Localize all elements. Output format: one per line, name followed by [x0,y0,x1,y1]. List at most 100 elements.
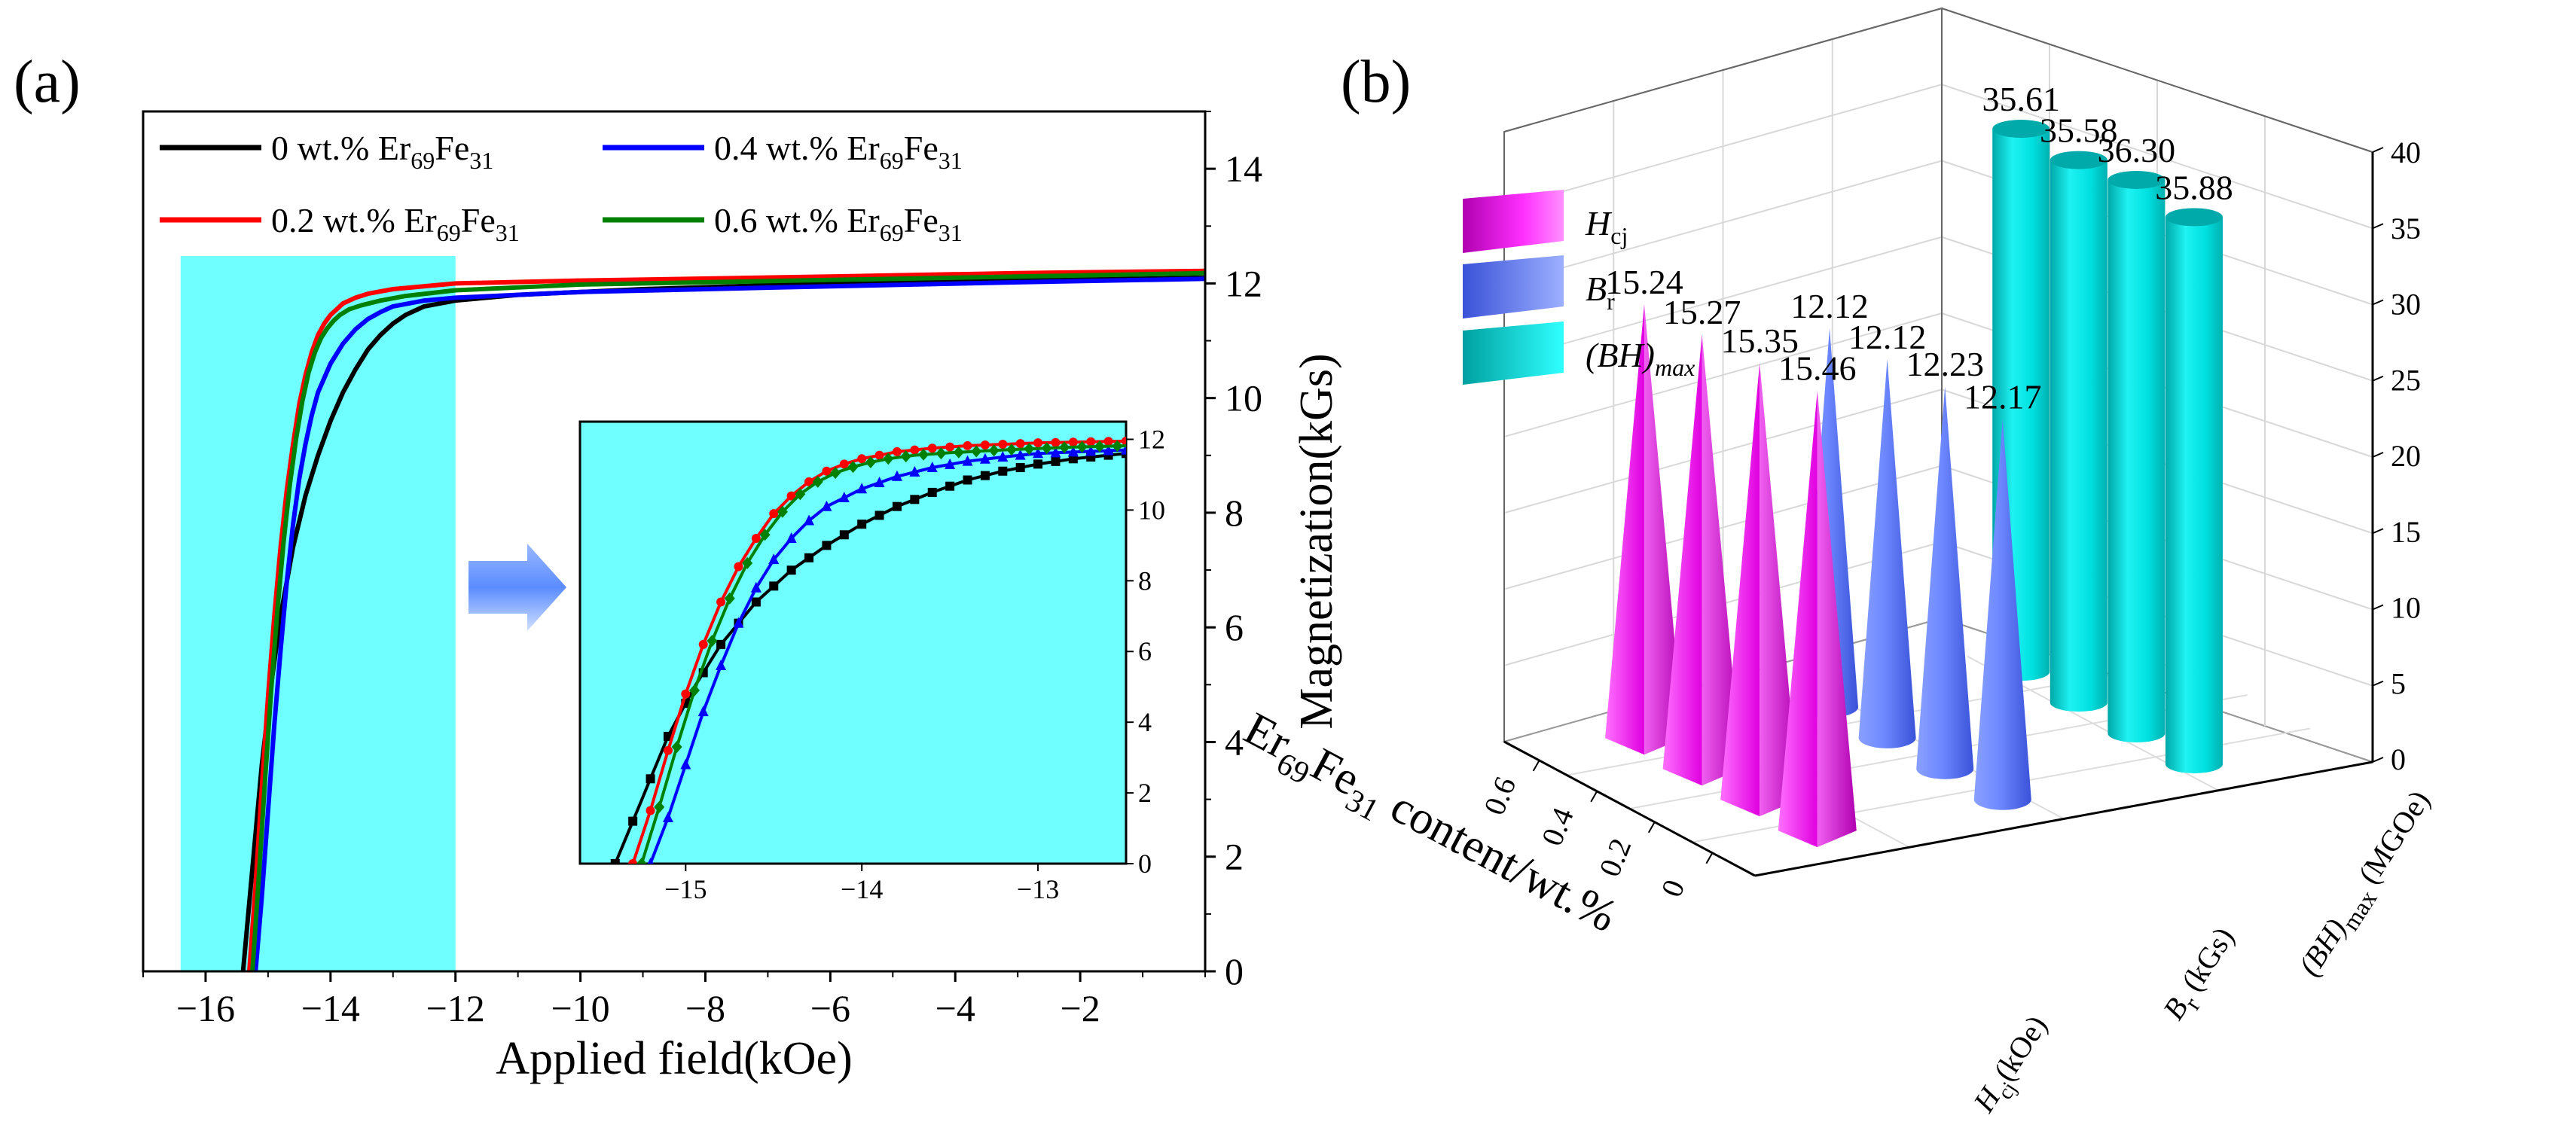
bhmax-cylinder-body [2107,179,2165,743]
z-tick-mark [2372,528,2384,535]
hcj-value-label: 15.27 [1663,293,1741,331]
depth-label-unit: (MGOe) [2347,785,2436,896]
legend-text-main: Fe [435,129,469,167]
plot-frame [142,110,1207,973]
inset-marker-triangle [1033,447,1044,459]
legend-subscript: 69 [411,147,435,174]
legend-text-main: Fe [461,201,496,239]
legend-subscript: 69 [437,219,461,246]
x-tick-label: −16 [176,987,235,1029]
inset-marker-diamond [777,505,788,518]
depth-axis-label-br: Br (kGs) [2156,921,2247,1029]
inset-marker-triangle [945,458,956,469]
curve-series-2 [253,276,1206,972]
inset-marker-diamond [918,448,929,461]
legend-subscript: 31 [939,147,963,174]
bhmax-cylinder-top [2165,208,2223,227]
inset-marker-diamond [883,453,894,465]
x-axis-label: Applied field(kOe) [496,1033,852,1084]
br-cone [1858,358,1916,748]
legend-subscript: 31 [469,147,493,174]
inset-marker-circle [980,440,990,450]
y-tick-label: 4 [1225,721,1244,763]
inset-marker-square [998,466,1008,476]
y-tick-label: 2 [1225,836,1244,878]
inset-marker-triangle [997,450,1009,462]
legend-subscript: 69 [880,147,904,174]
inset-marker-diamond [935,447,947,460]
inset-marker-diamond [1006,443,1017,456]
highlight-region [180,256,456,971]
inset-marker-circle [1086,437,1096,447]
z-tick-label: 10 [2391,591,2421,625]
bhmax-value-label: 35.88 [2155,168,2233,206]
inset-marker-circle [716,597,726,607]
inset-marker-circle [822,466,832,476]
hcj-pyramid-right-face [1644,304,1684,755]
hcj-value-label: 15.35 [1720,322,1799,360]
br-value-label: 12.23 [1906,345,1984,383]
inset-marker-diamond [865,456,876,469]
category-tick-label: 0 [1654,875,1691,901]
inset-x-tick-label: −15 [664,874,707,904]
inset-y-tick-label: 2 [1138,778,1152,808]
bhmax-cylinder-top [1992,120,2050,139]
inset-marker-circle [734,562,743,571]
legend-subscript: 69 [880,219,904,246]
legend-text-main: 0.4 wt.% Er [714,129,880,167]
x-tick-label: −14 [301,987,360,1029]
box-top-edge [1503,7,2373,153]
br-cone [1916,386,1974,779]
inset-marker-square [1033,459,1043,469]
zoom-arrow [469,544,566,631]
inset-marker-circle [1033,438,1043,448]
inset-marker-diamond [1024,443,1035,456]
inset-marker-triangle [909,465,920,477]
z-tick-label: 15 [2391,515,2421,549]
x-tick-label: −6 [810,987,850,1029]
inset-marker-diamond [742,556,753,569]
inset-y-tick-label: 10 [1138,495,1165,525]
inset-marker-square [927,487,937,497]
z-tick-mark [2372,452,2384,458]
inset-marker-square [963,475,972,485]
inset-marker-square [980,471,990,480]
inset-marker-diamond [1059,441,1070,454]
inset-y-tick-label: 8 [1138,565,1152,596]
inset-marker-diamond [759,529,771,541]
z-tick-mark [2372,147,2384,153]
inset-marker-diamond [900,450,911,463]
z-tick-mark [2372,299,2384,306]
inset-marker-triangle [716,660,727,671]
x-tick-label: −4 [935,987,975,1029]
inset-marker-square [945,481,955,491]
inset-marker-diamond [988,444,1000,457]
inset-plot: −15 −14 −13 0 2 4 6 8 10 12 [578,420,1165,904]
inset-marker-diamond [1112,440,1123,453]
inset-marker-diamond [671,741,682,754]
legend-subscript: cj [1610,222,1628,249]
inset-marker-square [646,774,655,784]
bhmax-cylinder-body [2050,160,2107,712]
inset-marker-circle [927,443,937,453]
inset-curves [610,436,1126,864]
inset-marker-triangle [662,811,673,822]
y-tick-label: 10 [1225,377,1262,419]
legend-text-main: Fe [904,201,939,239]
inset-marker-diamond [1041,442,1052,455]
inset-marker-circle [963,440,972,450]
inset-marker-square [839,530,849,540]
inset-marker-triangle [750,581,762,593]
inset-marker-triangle [697,706,709,717]
y-tick-label: 14 [1225,148,1262,190]
legend-text: 0.2 wt.% Er69Fe31 [271,201,520,246]
inset-marker-triangle [1085,445,1097,456]
inset-x-tick-label: −13 [1017,874,1059,904]
legend-entry: Hcj [1585,204,1628,249]
inset-marker-square [857,520,867,529]
inset-frame [578,420,1128,865]
